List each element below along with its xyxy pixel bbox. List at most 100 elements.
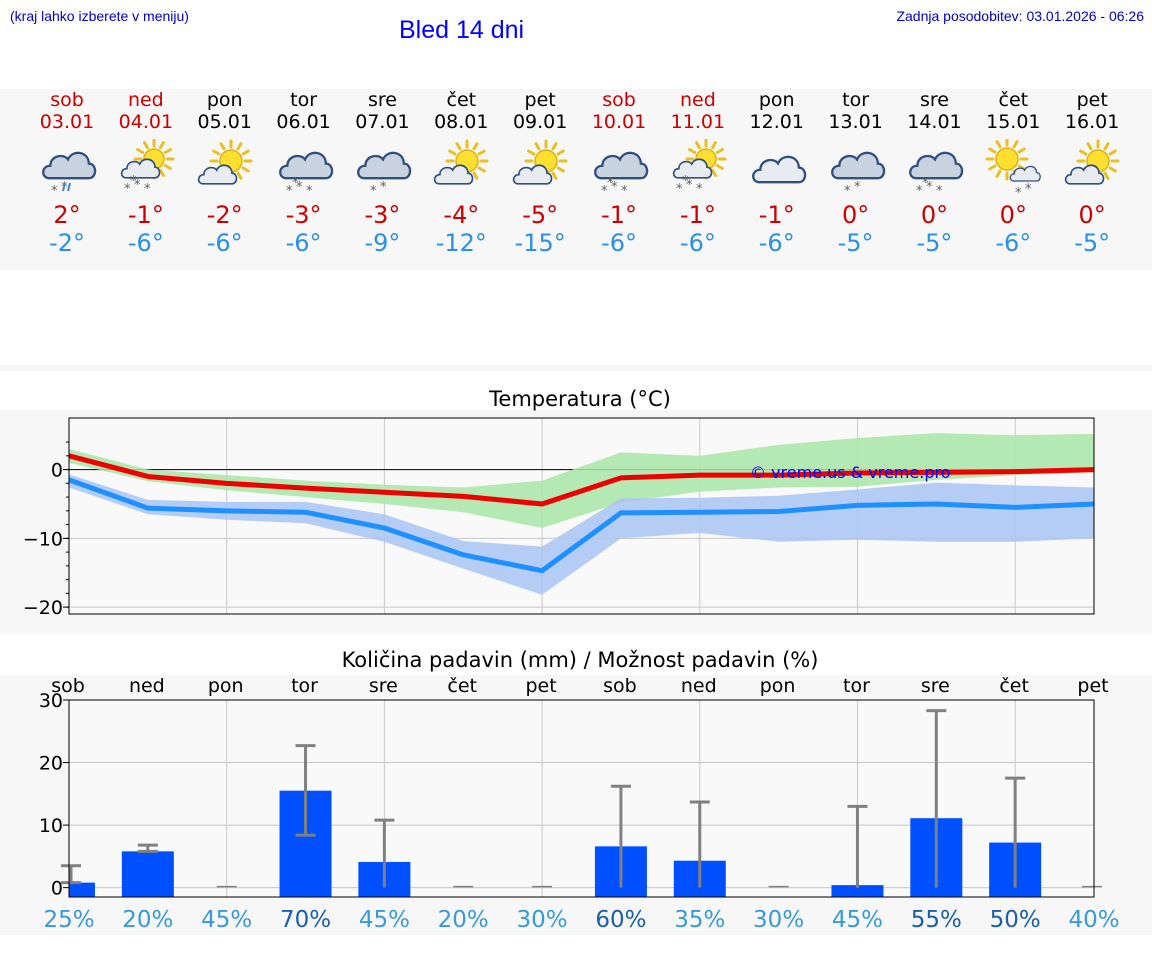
day-label: pet bbox=[1077, 675, 1108, 697]
day-label: čet bbox=[447, 675, 477, 697]
svg-text:*: * bbox=[1015, 186, 1022, 199]
svg-text:*: * bbox=[306, 184, 313, 199]
day-name: sob bbox=[50, 89, 84, 111]
temp-max: -1° bbox=[758, 201, 795, 229]
forecast-day: sob 10.01 * * * * -1° -6° bbox=[579, 89, 659, 257]
y-tick-label: 20 bbox=[39, 753, 63, 775]
day-date: 13.01 bbox=[828, 111, 883, 133]
day-label: sob bbox=[51, 675, 85, 697]
svg-text:*: * bbox=[601, 184, 608, 199]
day-date: 03.01 bbox=[39, 111, 95, 133]
forecast-day: pon 12.01 -1° -6° bbox=[737, 89, 817, 257]
temp-max: 0° bbox=[1078, 201, 1106, 229]
temp-max: -2° bbox=[206, 201, 243, 229]
day-date: 12.01 bbox=[749, 111, 804, 133]
day-name: ned bbox=[679, 89, 716, 111]
svg-text:*: * bbox=[124, 182, 131, 197]
temp-min: -6° bbox=[679, 229, 716, 257]
precip-probability: 45% bbox=[359, 907, 410, 933]
forecast-day: ned 04.01 * * * * -1° -6° bbox=[106, 89, 186, 257]
temp-min: -6° bbox=[758, 229, 795, 257]
day-name: čet bbox=[998, 89, 1029, 111]
svg-text:*: * bbox=[686, 178, 693, 193]
temp-max: 0° bbox=[841, 201, 870, 229]
precip-probability: 45% bbox=[832, 907, 883, 933]
day-label: čet bbox=[999, 675, 1029, 697]
day-name: sre bbox=[367, 89, 397, 111]
tmax-line bbox=[68, 453, 1095, 507]
cloud-snow-light-icon: * * bbox=[352, 139, 412, 199]
day-date: 10.01 bbox=[591, 111, 647, 133]
precip-probability: 20% bbox=[438, 907, 489, 933]
precip-probability: 70% bbox=[280, 907, 331, 933]
watermark: © vreme.us & vreme.pro bbox=[750, 463, 951, 482]
svg-text:*: * bbox=[144, 182, 151, 197]
forecast-day: čet 15.01 * * 0° -6° bbox=[973, 89, 1053, 257]
location-hint: (kraj lahko izberete v meniju) bbox=[10, 8, 189, 24]
sun-cloud-snow-icon: * * * * bbox=[668, 138, 728, 199]
cloud-snow-icon: * * * * bbox=[274, 139, 334, 199]
day-name: pet bbox=[1076, 89, 1108, 111]
forecast-day: pet 09.01 -5° -15° bbox=[500, 89, 580, 257]
day-label: tor bbox=[291, 675, 318, 697]
precip-probability: 55% bbox=[911, 907, 962, 933]
forecast-day: tor 13.01 * * 0° -5° bbox=[816, 89, 896, 257]
svg-text:*: * bbox=[1025, 182, 1032, 197]
y-tick-label: 0 bbox=[51, 460, 63, 482]
temp-max: 0° bbox=[920, 201, 949, 229]
day-name: pon bbox=[758, 89, 795, 111]
temp-max: -1° bbox=[127, 201, 164, 229]
temp-max: -5° bbox=[522, 201, 559, 229]
temp-min: -5° bbox=[1074, 229, 1111, 257]
day-label: pet bbox=[525, 675, 556, 697]
svg-text:*: * bbox=[844, 184, 851, 199]
forecast-day: sre 07.01 * * -3° -9° bbox=[342, 89, 422, 257]
precip-probability: 25% bbox=[43, 907, 94, 933]
cloud-snow-icon: * * * * bbox=[904, 139, 964, 199]
forecast-day: čet 08.01 -4° -12° bbox=[421, 89, 501, 257]
day-label: sre bbox=[921, 675, 950, 697]
sun-cloud-icon bbox=[195, 139, 255, 199]
day-date: 04.01 bbox=[118, 111, 174, 133]
y-tick-label: −10 bbox=[23, 528, 63, 550]
day-date: 15.01 bbox=[986, 111, 1041, 133]
svg-text:*: * bbox=[286, 184, 293, 199]
svg-text:*: * bbox=[922, 176, 929, 191]
day-date: 09.01 bbox=[512, 111, 568, 133]
last-update: Zadnja posodobitev: 03.01.2026 - 06:26 bbox=[896, 8, 1144, 24]
sun-small-cloud-snow-icon: * * bbox=[983, 137, 1043, 201]
day-label: sre bbox=[369, 675, 398, 697]
plot-frame bbox=[68, 417, 1095, 615]
temp-max: -3° bbox=[285, 201, 322, 229]
tmin-line bbox=[68, 477, 1095, 574]
y-tick-label: 10 bbox=[39, 815, 63, 837]
temp-min: -5° bbox=[916, 229, 953, 257]
day-name: tor bbox=[842, 89, 870, 111]
svg-text:*: * bbox=[696, 182, 703, 197]
forecast-day: pet 16.01 0° -5° bbox=[1052, 89, 1132, 257]
temp-chart-title: Temperatura (°C) bbox=[489, 387, 671, 411]
svg-text:*: * bbox=[854, 180, 861, 195]
sun-cloud-icon bbox=[510, 139, 570, 199]
svg-text:*: * bbox=[621, 184, 628, 199]
day-name: tor bbox=[290, 89, 318, 111]
cloud-icon bbox=[747, 139, 807, 199]
svg-text:*: * bbox=[926, 180, 933, 195]
day-label: pon bbox=[208, 675, 244, 697]
temp-min: -5° bbox=[837, 229, 874, 257]
sun-cloud-icon bbox=[1062, 139, 1122, 199]
svg-text:*: * bbox=[936, 184, 943, 199]
svg-text:*: * bbox=[134, 178, 141, 193]
temp-max: 2° bbox=[53, 201, 81, 229]
precip-probability: 40% bbox=[1068, 907, 1119, 933]
plot-frame bbox=[68, 699, 1095, 898]
day-name: sre bbox=[919, 89, 949, 111]
temp-min: -6° bbox=[127, 229, 164, 257]
svg-text:*: * bbox=[607, 176, 614, 191]
precip-probability: 20% bbox=[122, 907, 173, 933]
svg-text:*: * bbox=[130, 174, 137, 189]
temp-min: -6° bbox=[285, 229, 322, 257]
day-name: pon bbox=[206, 89, 243, 111]
svg-text:*: * bbox=[611, 180, 618, 195]
